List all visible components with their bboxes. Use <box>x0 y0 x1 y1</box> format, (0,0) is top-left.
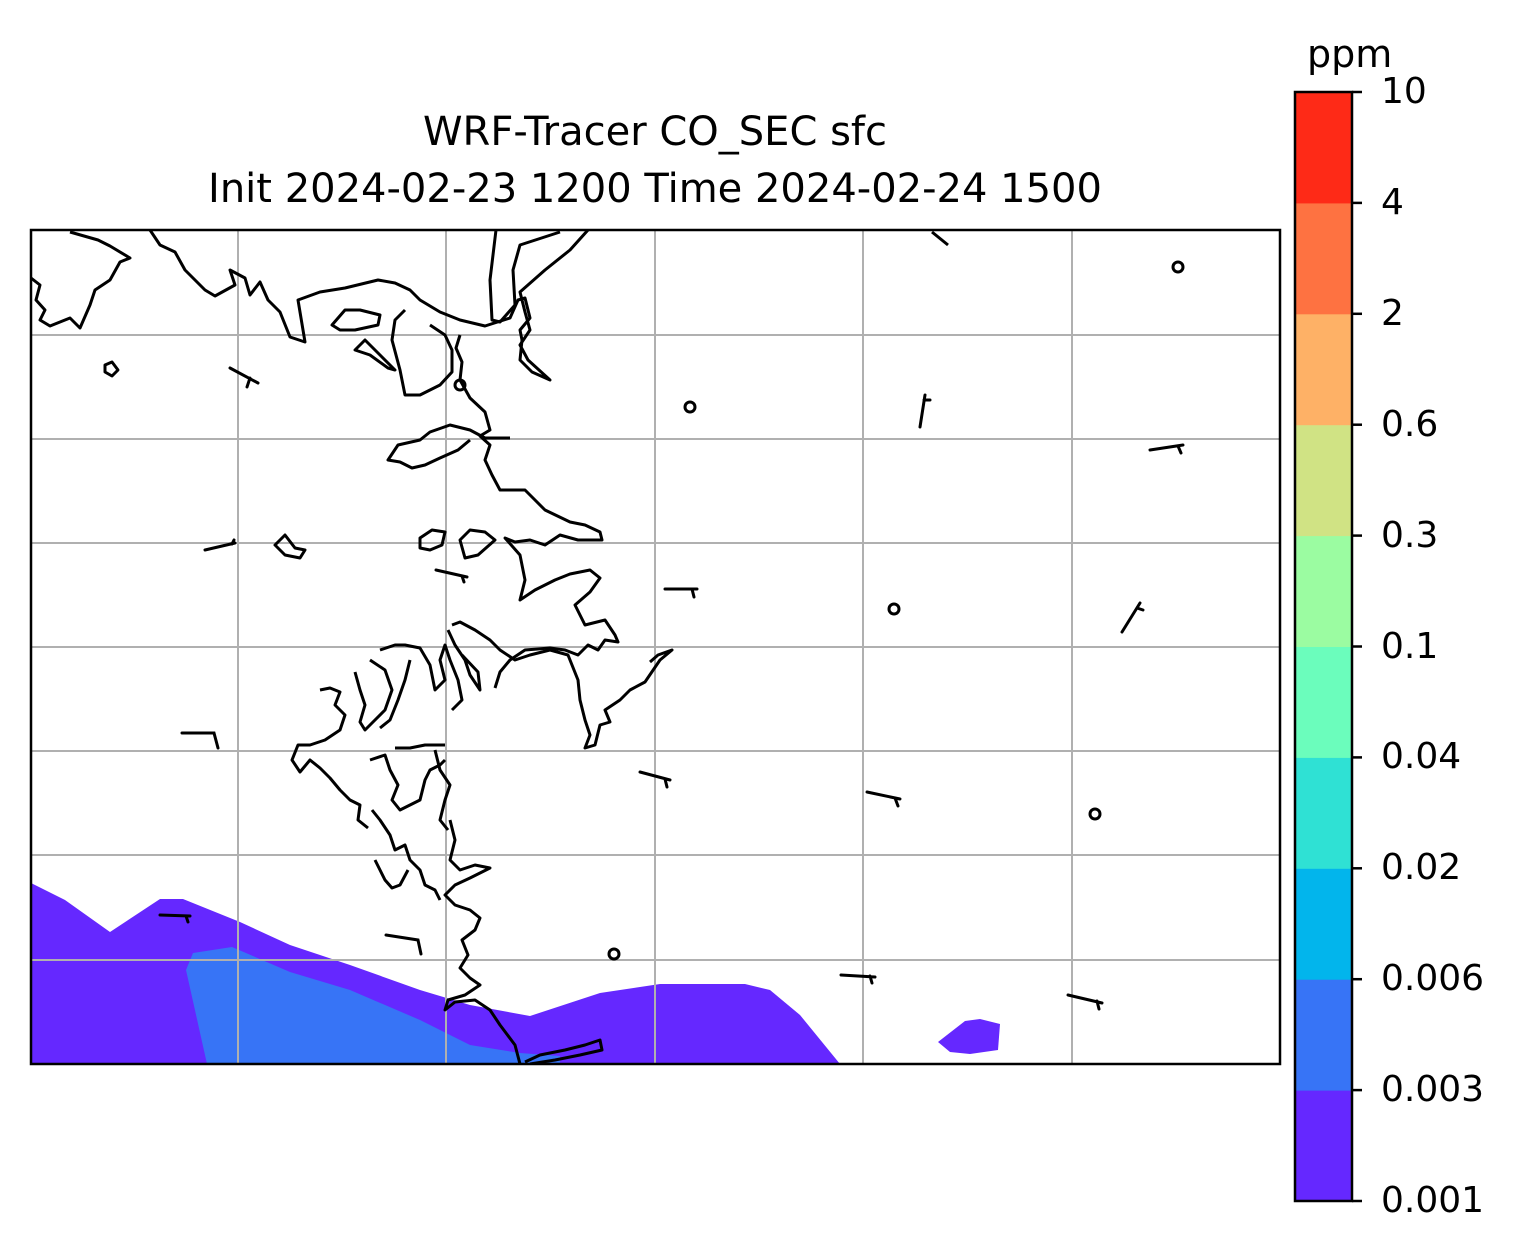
colorbar-frame <box>1293 90 1354 1203</box>
colorbar-segment <box>1295 92 1352 204</box>
colorbar-tick-label: 0.003 <box>1381 1069 1485 1111</box>
wind-barb <box>638 770 672 789</box>
colorbar-segment <box>1295 757 1352 869</box>
colorbar-segment <box>1295 646 1352 758</box>
colorbar-tick-label: 10 <box>1381 71 1427 112</box>
wind-barb <box>1148 443 1185 455</box>
colorbar-tick-label: 2 <box>1381 292 1404 334</box>
colorbar-segment <box>1295 868 1352 980</box>
colorbar-tick-label: 0.3 <box>1381 514 1439 556</box>
colorbar-segment <box>1295 202 1352 315</box>
colorbar-tick-label: 4 <box>1381 181 1404 223</box>
gridlines <box>31 230 1280 1064</box>
colorbar-segment <box>1295 424 1352 537</box>
map-frame <box>29 228 1282 1066</box>
colorbar-segment <box>1295 313 1352 426</box>
colorbar-segment <box>1295 1090 1352 1202</box>
colorbar <box>1295 92 1352 1202</box>
colorbar-ticks <box>1352 90 1362 1203</box>
colorbar-tick-label: 0.04 <box>1381 736 1462 778</box>
coastlines <box>31 230 1185 1064</box>
wind-barb <box>384 933 423 956</box>
wind-barb <box>203 538 237 552</box>
colorbar-unit-label: ppm <box>1307 32 1393 76</box>
colorbar-segment <box>1295 979 1352 1091</box>
wind-barb <box>180 731 220 750</box>
wind-barb <box>865 790 902 808</box>
colorbar-tick-label: 0.1 <box>1381 625 1439 667</box>
wind-barb <box>228 366 260 389</box>
wind-barb <box>663 587 699 599</box>
colorbar-segment <box>1295 535 1352 647</box>
colorbar-tick-label: 0.006 <box>1381 958 1485 1000</box>
wind-barb <box>434 568 469 584</box>
colorbar-tick-label: 0.02 <box>1381 847 1462 889</box>
colorbar-tick-label: 0.001 <box>1381 1180 1485 1221</box>
wind-barbs <box>158 366 1185 1011</box>
wind-barb <box>1120 601 1145 634</box>
wind-barb <box>839 973 877 985</box>
wind-barb <box>918 393 932 429</box>
map-area <box>31 230 1280 1064</box>
wind-barb <box>158 913 192 924</box>
tracer-shading-mid <box>186 947 560 1064</box>
tracer-shading-low-island <box>938 1019 1000 1054</box>
wind-barb <box>1066 993 1104 1011</box>
map-title: WRF-Tracer CO_SEC sfc <box>422 109 888 155</box>
map-subtitle: Init 2024-02-23 1200 Time 2024-02-24 150… <box>208 166 1102 212</box>
colorbar-tick-label: 0.6 <box>1381 403 1439 445</box>
